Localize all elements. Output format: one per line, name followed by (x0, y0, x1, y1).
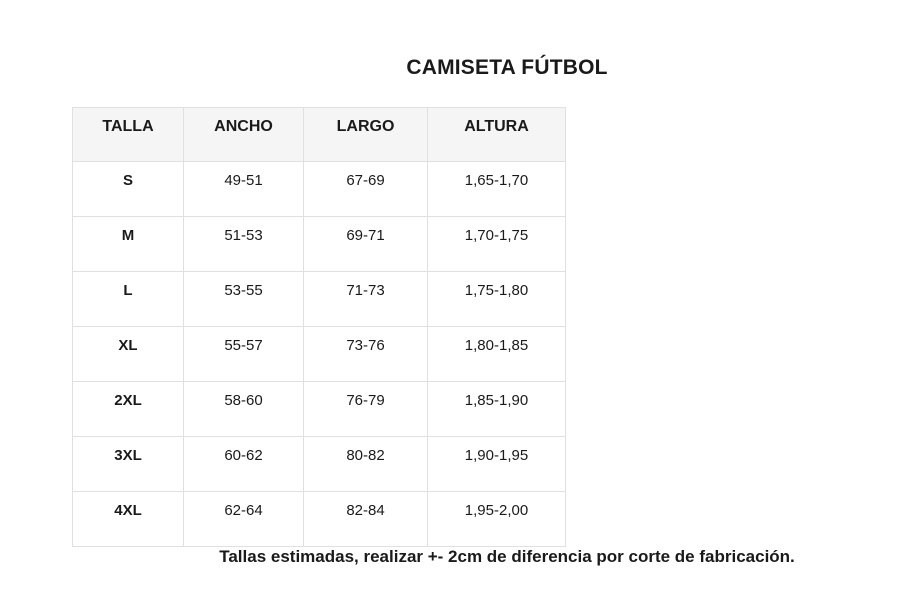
column-header-talla: TALLA (72, 107, 184, 162)
cell-talla: L (72, 271, 184, 327)
cell-altura: 1,90-1,95 (427, 436, 566, 492)
cell-ancho: 51-53 (183, 216, 304, 272)
cell-largo: 76-79 (303, 381, 428, 437)
table-row: M 51-53 69-71 1,70-1,75 (72, 216, 566, 272)
page-title: CAMISETA FÚTBOL (406, 56, 608, 79)
cell-ancho: 62-64 (183, 491, 304, 547)
cell-ancho: 55-57 (183, 326, 304, 382)
cell-altura: 1,80-1,85 (427, 326, 566, 382)
cell-altura: 1,75-1,80 (427, 271, 566, 327)
cell-talla: 3XL (72, 436, 184, 492)
size-chart-table: TALLA ANCHO LARGO ALTURA S 49-51 67-69 1… (72, 107, 566, 547)
table-row: S 49-51 67-69 1,65-1,70 (72, 161, 566, 217)
table-row: 4XL 62-64 82-84 1,95-2,00 (72, 491, 566, 547)
cell-talla: XL (72, 326, 184, 382)
cell-ancho: 58-60 (183, 381, 304, 437)
cell-ancho: 53-55 (183, 271, 304, 327)
table-row: 3XL 60-62 80-82 1,90-1,95 (72, 436, 566, 492)
table-row: 2XL 58-60 76-79 1,85-1,90 (72, 381, 566, 437)
cell-largo: 73-76 (303, 326, 428, 382)
cell-altura: 1,85-1,90 (427, 381, 566, 437)
footnote: Tallas estimadas, realizar +- 2cm de dif… (219, 547, 795, 566)
cell-altura: 1,70-1,75 (427, 216, 566, 272)
cell-largo: 80-82 (303, 436, 428, 492)
column-header-ancho: ANCHO (183, 107, 304, 162)
table-header-row: TALLA ANCHO LARGO ALTURA (72, 107, 566, 162)
cell-largo: 82-84 (303, 491, 428, 547)
cell-largo: 67-69 (303, 161, 428, 217)
cell-ancho: 49-51 (183, 161, 304, 217)
table-row: XL 55-57 73-76 1,80-1,85 (72, 326, 566, 382)
cell-talla: 4XL (72, 491, 184, 547)
cell-largo: 71-73 (303, 271, 428, 327)
cell-ancho: 60-62 (183, 436, 304, 492)
table-row: L 53-55 71-73 1,75-1,80 (72, 271, 566, 327)
cell-largo: 69-71 (303, 216, 428, 272)
column-header-largo: LARGO (303, 107, 428, 162)
column-header-altura: ALTURA (427, 107, 566, 162)
cell-talla: M (72, 216, 184, 272)
cell-altura: 1,95-2,00 (427, 491, 566, 547)
cell-altura: 1,65-1,70 (427, 161, 566, 217)
cell-talla: S (72, 161, 184, 217)
cell-talla: 2XL (72, 381, 184, 437)
